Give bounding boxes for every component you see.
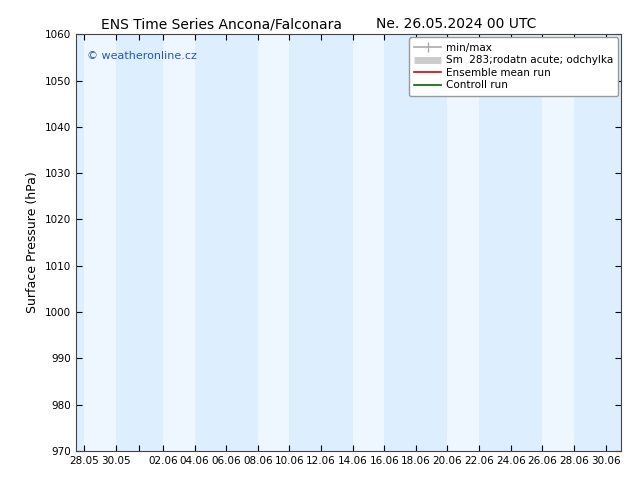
Text: Ne. 26.05.2024 00 UTC: Ne. 26.05.2024 00 UTC [377, 17, 536, 31]
Bar [258, 34, 290, 451]
Bar [542, 34, 574, 451]
Bar [84, 34, 115, 451]
Text: ENS Time Series Ancona/Falconara: ENS Time Series Ancona/Falconara [101, 17, 342, 31]
Bar [163, 34, 195, 451]
Text: © weatheronline.cz: © weatheronline.cz [87, 51, 197, 61]
Y-axis label: Surface Pressure (hPa): Surface Pressure (hPa) [27, 172, 39, 314]
Legend: min/max, Sm  283;rodatn acute; odchylka, Ensemble mean run, Controll run: min/max, Sm 283;rodatn acute; odchylka, … [410, 37, 618, 96]
Bar [448, 34, 479, 451]
Bar [353, 34, 384, 451]
